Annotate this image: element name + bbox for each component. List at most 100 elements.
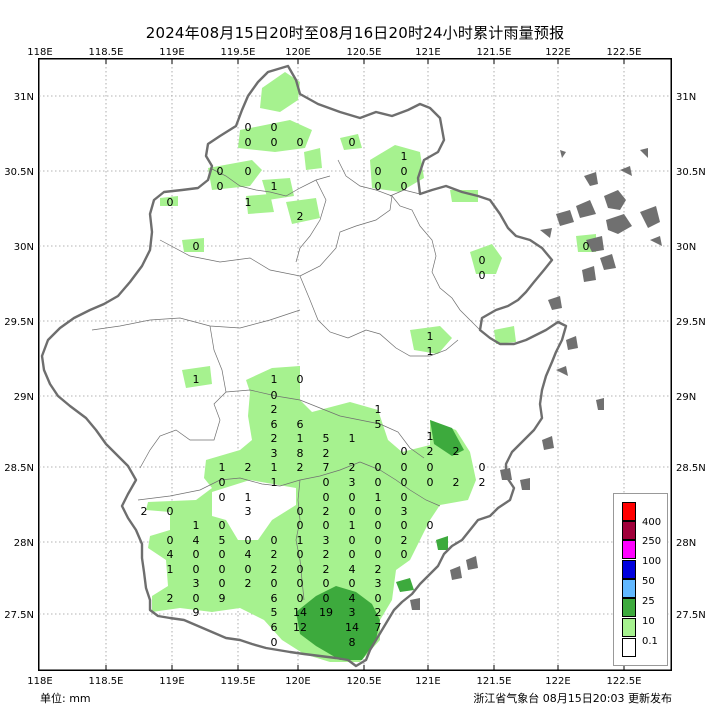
station-value: 2 <box>323 563 330 576</box>
station-value: 2 <box>323 548 330 561</box>
station-value: 3 <box>349 606 356 619</box>
station-value: 6 <box>297 418 304 431</box>
y-tick-label: 28.5N <box>4 463 34 474</box>
station-value: 0 <box>271 636 278 649</box>
x-tick-label: 119.5E <box>221 47 256 58</box>
station-value: 5 <box>375 418 382 431</box>
station-value: 0 <box>349 548 356 561</box>
station-value: 3 <box>349 476 356 489</box>
station-value: 0 <box>479 269 486 282</box>
station-value: 4 <box>245 548 252 561</box>
station-value: 2 <box>453 476 460 489</box>
station-value: 0 <box>349 491 356 504</box>
y-tick-label: 27.5N <box>4 610 34 621</box>
x-tick-label: 121.5E <box>477 676 512 687</box>
station-value: 3 <box>271 447 278 460</box>
station-value: 0 <box>427 519 434 532</box>
district-borders <box>91 159 481 601</box>
legend-label: 250 <box>642 536 662 547</box>
station-value: 0 <box>375 476 382 489</box>
station-value: 0 <box>219 577 226 590</box>
x-tick-label: 119E <box>159 676 184 687</box>
legend-swatch-0-1 <box>622 618 636 637</box>
y-tick-label: 29.5N <box>4 317 34 328</box>
station-value: 7 <box>323 461 330 474</box>
legend-swatch-100 <box>622 540 636 559</box>
station-value: 0 <box>323 577 330 590</box>
station-value: 2 <box>245 577 252 590</box>
station-value: 0 <box>349 577 356 590</box>
station-value: 0 <box>401 445 408 458</box>
station-value: 0 <box>349 534 356 547</box>
legend: 400 250 100 50 25 10 0.1 <box>613 493 668 666</box>
station-value: 0 <box>219 476 226 489</box>
y-tick-label: 28N <box>676 538 696 549</box>
station-value: 1 <box>245 196 252 209</box>
station-value: 3 <box>245 505 252 518</box>
station-value: 2 <box>271 432 278 445</box>
station-value: 0 <box>271 577 278 590</box>
station-value: 5 <box>271 606 278 619</box>
rain-area-medium <box>296 420 464 660</box>
station-value: 0 <box>375 165 382 178</box>
station-value: 0 <box>349 136 356 149</box>
station-value: 0 <box>401 180 408 193</box>
station-value: 0 <box>219 519 226 532</box>
station-value: 0 <box>349 505 356 518</box>
y-tick-label: 28N <box>14 538 34 549</box>
station-value: 8 <box>349 636 356 649</box>
station-value: 1 <box>375 403 382 416</box>
station-value: 2 <box>453 445 460 458</box>
station-value: 0 <box>323 592 330 605</box>
y-tick-label: 28.5N <box>676 463 706 474</box>
station-value: 7 <box>375 621 382 634</box>
station-value: 12 <box>293 621 307 634</box>
station-value: 5 <box>219 534 226 547</box>
station-value: 6 <box>271 418 278 431</box>
legend-label: 100 <box>642 556 662 567</box>
x-tick-label: 121E <box>415 47 440 58</box>
station-value: 0 <box>245 121 252 134</box>
rain-gap <box>212 480 296 540</box>
legend-swatch-50 <box>622 560 636 579</box>
station-value: 2 <box>375 563 382 576</box>
station-value: 0 <box>219 491 226 504</box>
x-tick-label: 120.5E <box>347 47 382 58</box>
station-value: 4 <box>349 563 356 576</box>
station-value: 0 <box>375 534 382 547</box>
station-values: 0 0 0 0 0 0 0 1 0 0 0 0 1 0 0 1 2 0 0 0 … <box>141 121 590 649</box>
legend-swatch-10 <box>622 598 636 617</box>
legend-label: 25 <box>642 596 655 607</box>
station-value: 2 <box>271 563 278 576</box>
province-border <box>40 64 568 668</box>
islands <box>410 148 662 610</box>
y-tick-label: 29N <box>676 392 696 403</box>
x-tick-label: 118E <box>27 47 52 58</box>
station-value: 0 <box>297 505 304 518</box>
station-value: 0 <box>271 121 278 134</box>
station-value: 0 <box>323 491 330 504</box>
x-tick-label: 120E <box>285 47 310 58</box>
station-value: 0 <box>323 519 330 532</box>
station-value: 0 <box>375 461 382 474</box>
station-value: 0 <box>193 240 200 253</box>
station-value: 0 <box>271 136 278 149</box>
station-value: 14 <box>293 606 307 619</box>
station-value: 0 <box>217 165 224 178</box>
station-value: 1 <box>401 150 408 163</box>
legend-label: 10 <box>642 616 655 627</box>
station-value: 1 <box>427 345 434 358</box>
station-value: 1 <box>193 519 200 532</box>
station-value: 0 <box>375 548 382 561</box>
station-value: 0 <box>375 505 382 518</box>
legend-swatch-0 <box>622 638 636 657</box>
station-value: 3 <box>375 577 382 590</box>
station-value: 1 <box>245 491 252 504</box>
station-value: 2 <box>323 447 330 460</box>
station-value: 2 <box>271 548 278 561</box>
y-tick-label: 30.5N <box>676 167 706 178</box>
station-value: 4 <box>349 592 356 605</box>
station-value: 1 <box>271 180 278 193</box>
station-value: 1 <box>349 432 356 445</box>
station-value: 9 <box>219 592 226 605</box>
